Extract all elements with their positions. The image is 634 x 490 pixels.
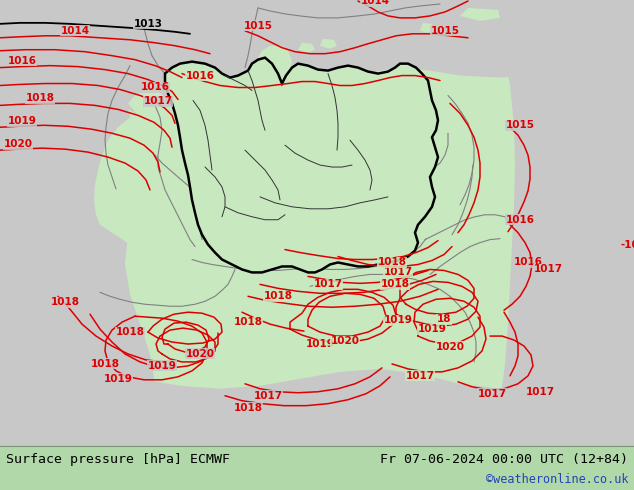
Text: 1018: 1018 xyxy=(264,291,292,301)
Text: 1013: 1013 xyxy=(134,19,162,29)
Text: 1019: 1019 xyxy=(418,324,446,334)
Polygon shape xyxy=(190,243,278,289)
Text: 1019: 1019 xyxy=(8,116,36,126)
Text: 1017: 1017 xyxy=(313,279,342,290)
Text: 1016: 1016 xyxy=(141,82,169,93)
Polygon shape xyxy=(0,362,634,443)
Text: 1018: 1018 xyxy=(233,403,262,413)
Text: 1015: 1015 xyxy=(505,120,534,130)
Polygon shape xyxy=(298,43,315,53)
Text: 1016: 1016 xyxy=(505,215,534,225)
Text: 18: 18 xyxy=(437,314,451,324)
Polygon shape xyxy=(0,0,90,145)
Text: 1017: 1017 xyxy=(477,389,507,399)
Text: 1017: 1017 xyxy=(533,265,562,274)
Text: 1014: 1014 xyxy=(361,0,389,6)
Polygon shape xyxy=(258,46,292,96)
Text: 1020: 1020 xyxy=(4,139,32,149)
Text: 1017: 1017 xyxy=(526,387,555,397)
Polygon shape xyxy=(320,39,337,49)
Text: 1018: 1018 xyxy=(25,94,55,103)
Text: 1018: 1018 xyxy=(377,257,406,268)
Text: 1018: 1018 xyxy=(91,359,119,369)
Polygon shape xyxy=(94,115,178,249)
Text: 1016: 1016 xyxy=(8,56,37,66)
Text: 1019: 1019 xyxy=(148,361,176,371)
Polygon shape xyxy=(490,0,634,443)
Text: 1018: 1018 xyxy=(115,327,145,337)
Polygon shape xyxy=(420,23,434,33)
Text: 1019: 1019 xyxy=(103,374,133,384)
Polygon shape xyxy=(460,8,500,21)
Text: 1019: 1019 xyxy=(384,315,413,325)
Text: 1016: 1016 xyxy=(186,71,214,80)
Text: 1017: 1017 xyxy=(143,97,172,106)
Text: 1018: 1018 xyxy=(51,297,79,307)
Text: 1014: 1014 xyxy=(60,26,89,36)
Text: 1015: 1015 xyxy=(243,21,273,31)
Text: 1016: 1016 xyxy=(514,257,543,268)
Text: ©weatheronline.co.uk: ©weatheronline.co.uk xyxy=(486,473,628,487)
Text: 1019: 1019 xyxy=(306,339,335,349)
Polygon shape xyxy=(268,190,442,260)
Polygon shape xyxy=(0,0,155,443)
Text: 1015: 1015 xyxy=(430,26,460,36)
Text: 1018: 1018 xyxy=(233,317,262,327)
Text: 1020: 1020 xyxy=(436,342,465,352)
Text: Fr 07-06-2024 00:00 UTC (12+84): Fr 07-06-2024 00:00 UTC (12+84) xyxy=(380,453,628,466)
Text: 1020: 1020 xyxy=(330,336,359,346)
Text: 1017: 1017 xyxy=(254,391,283,401)
Text: 1020: 1020 xyxy=(186,349,214,359)
Text: Surface pressure [hPa] ECMWF: Surface pressure [hPa] ECMWF xyxy=(6,453,230,466)
Text: 1017: 1017 xyxy=(405,371,434,381)
Polygon shape xyxy=(128,88,192,249)
Polygon shape xyxy=(165,58,438,272)
Text: -10: -10 xyxy=(621,240,634,249)
Text: 1018: 1018 xyxy=(380,279,410,290)
Text: 1017: 1017 xyxy=(384,268,413,277)
Polygon shape xyxy=(0,0,634,115)
Polygon shape xyxy=(415,96,510,160)
